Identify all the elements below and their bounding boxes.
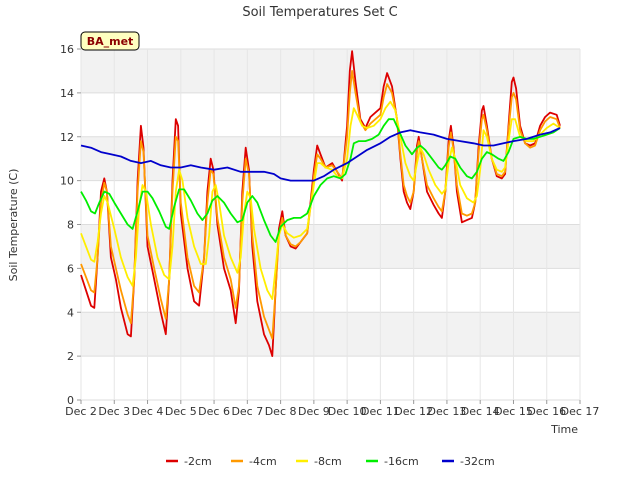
legend-label: -8cm — [314, 455, 342, 468]
y-axis-label: Soil Temperature (C) — [7, 169, 20, 282]
x-tick-label: Dec 8 — [265, 405, 297, 418]
station-badge-label: BA_met — [87, 35, 134, 48]
x-tick-label: Dec 5 — [165, 405, 197, 418]
plot-band — [81, 49, 580, 93]
y-tick-label: 8 — [67, 219, 74, 232]
plot-band — [81, 224, 580, 269]
x-tick-label: Dec 16 — [527, 405, 566, 418]
x-tick-label: Dec 2 — [65, 405, 97, 418]
legend-label: -16cm — [384, 455, 419, 468]
x-tick-label: Dec 10 — [328, 405, 367, 418]
station-badge: BA_met — [80, 31, 140, 51]
x-tick-label: Dec 12 — [394, 405, 433, 418]
x-tick-label: Dec 3 — [98, 405, 130, 418]
legend-label: -4cm — [249, 455, 277, 468]
x-axis-ticks: Dec 2 Dec 3 Dec 4 Dec 5 Dec 6 Dec 7 Dec 8 Dec 9… — [65, 400, 599, 418]
x-tick-label: Dec 7 — [231, 405, 263, 418]
y-tick-label: 16 — [60, 43, 74, 56]
series-line-minus-16cm — [80, 118, 561, 243]
y-tick-label: 4 — [67, 306, 74, 319]
y-tick-label: 12 — [60, 131, 74, 144]
x-axis-label: Time — [550, 423, 578, 436]
plot-band — [81, 312, 580, 357]
legend-label: -2cm — [184, 455, 212, 468]
y-tick-label: 6 — [67, 262, 74, 275]
x-tick-label: Dec 4 — [132, 405, 164, 418]
x-tick-label: Dec 15 — [494, 405, 533, 418]
station-badge-box — [80, 31, 140, 51]
series-line-minus-8cm — [80, 100, 561, 300]
y-axis-ticks: 0 2 4 6 8 10 12 14 16 — [60, 43, 81, 407]
y-tick-label: 2 — [67, 350, 74, 363]
series-lines — [80, 50, 561, 357]
y-tick-label: 14 — [60, 87, 74, 100]
x-tick-label: Dec 13 — [428, 405, 467, 418]
y-tick-label: 10 — [60, 175, 74, 188]
chart-title: Soil Temperatures Set C — [242, 5, 397, 20]
legend: -2cm -4cm -8cm -16cm -32cm — [166, 455, 495, 468]
series-line-minus-32cm — [80, 127, 561, 182]
x-tick-label: Dec 11 — [361, 405, 400, 418]
x-tick-label: Dec 9 — [298, 405, 330, 418]
legend-label: -32cm — [460, 455, 495, 468]
x-tick-label: Dec 14 — [461, 405, 500, 418]
y-tick-label: 0 — [67, 394, 74, 407]
x-tick-label: Dec 17 — [561, 405, 600, 418]
x-tick-label: Dec 6 — [198, 405, 230, 418]
